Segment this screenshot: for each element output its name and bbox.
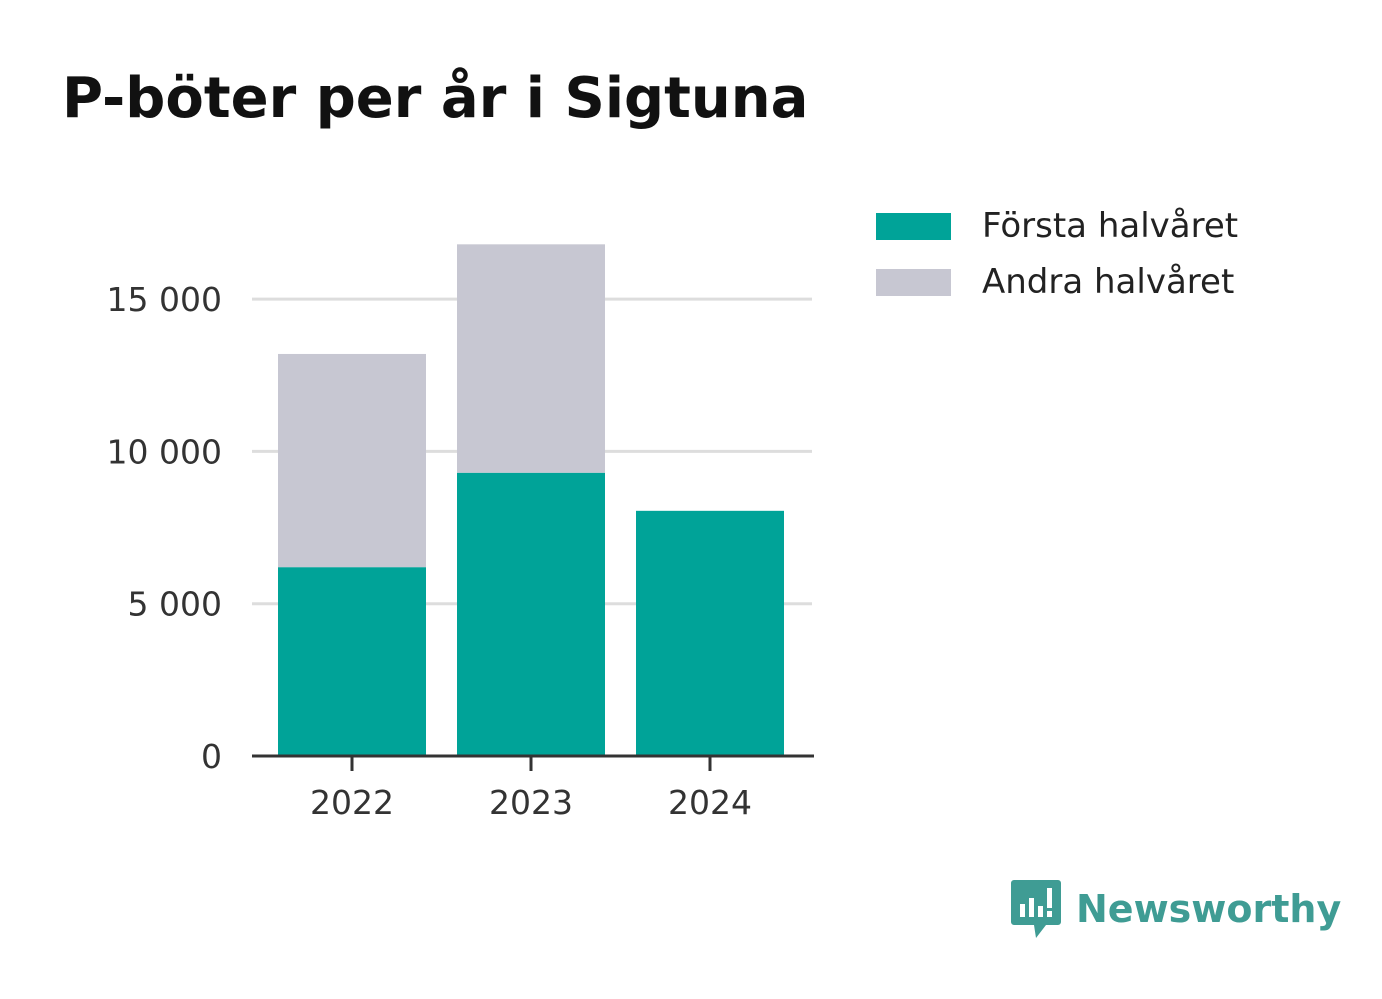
bar-2023-first-half [457, 472, 605, 756]
y-tick-label: 0 [201, 737, 222, 776]
legend-item-second-half: Andra halvåret [876, 254, 1238, 310]
legend-label-second-half: Andra halvåret [982, 262, 1235, 302]
legend-label-first-half: Första halvåret [982, 206, 1239, 246]
brand-logo: Newsworthy [1010, 878, 1341, 940]
brand-name: Newsworthy [1076, 887, 1342, 931]
x-tick-label: 2024 [668, 783, 752, 822]
x-tick-label: 2023 [489, 783, 573, 822]
bar-2022-first-half [278, 567, 426, 756]
y-tick-label: 10 000 [107, 432, 222, 471]
chart-title: P-böter per år i Sigtuna [62, 66, 809, 131]
chart-legend: Första halvåret Andra halvåret [876, 198, 1238, 310]
bar-2022-second-half [278, 353, 426, 568]
bar-2024-first-half [636, 510, 784, 756]
legend-swatch-second-half [876, 268, 951, 296]
y-tick-label: 5 000 [128, 585, 222, 624]
legend-item-first-half: Första halvåret [876, 198, 1238, 254]
x-tick-label: 2022 [310, 783, 394, 822]
legend-swatch-first-half [876, 212, 951, 240]
bar-2023-second-half [457, 244, 605, 473]
y-tick-label: 15 000 [107, 280, 222, 319]
newsworthy-logo-icon [1011, 880, 1061, 938]
